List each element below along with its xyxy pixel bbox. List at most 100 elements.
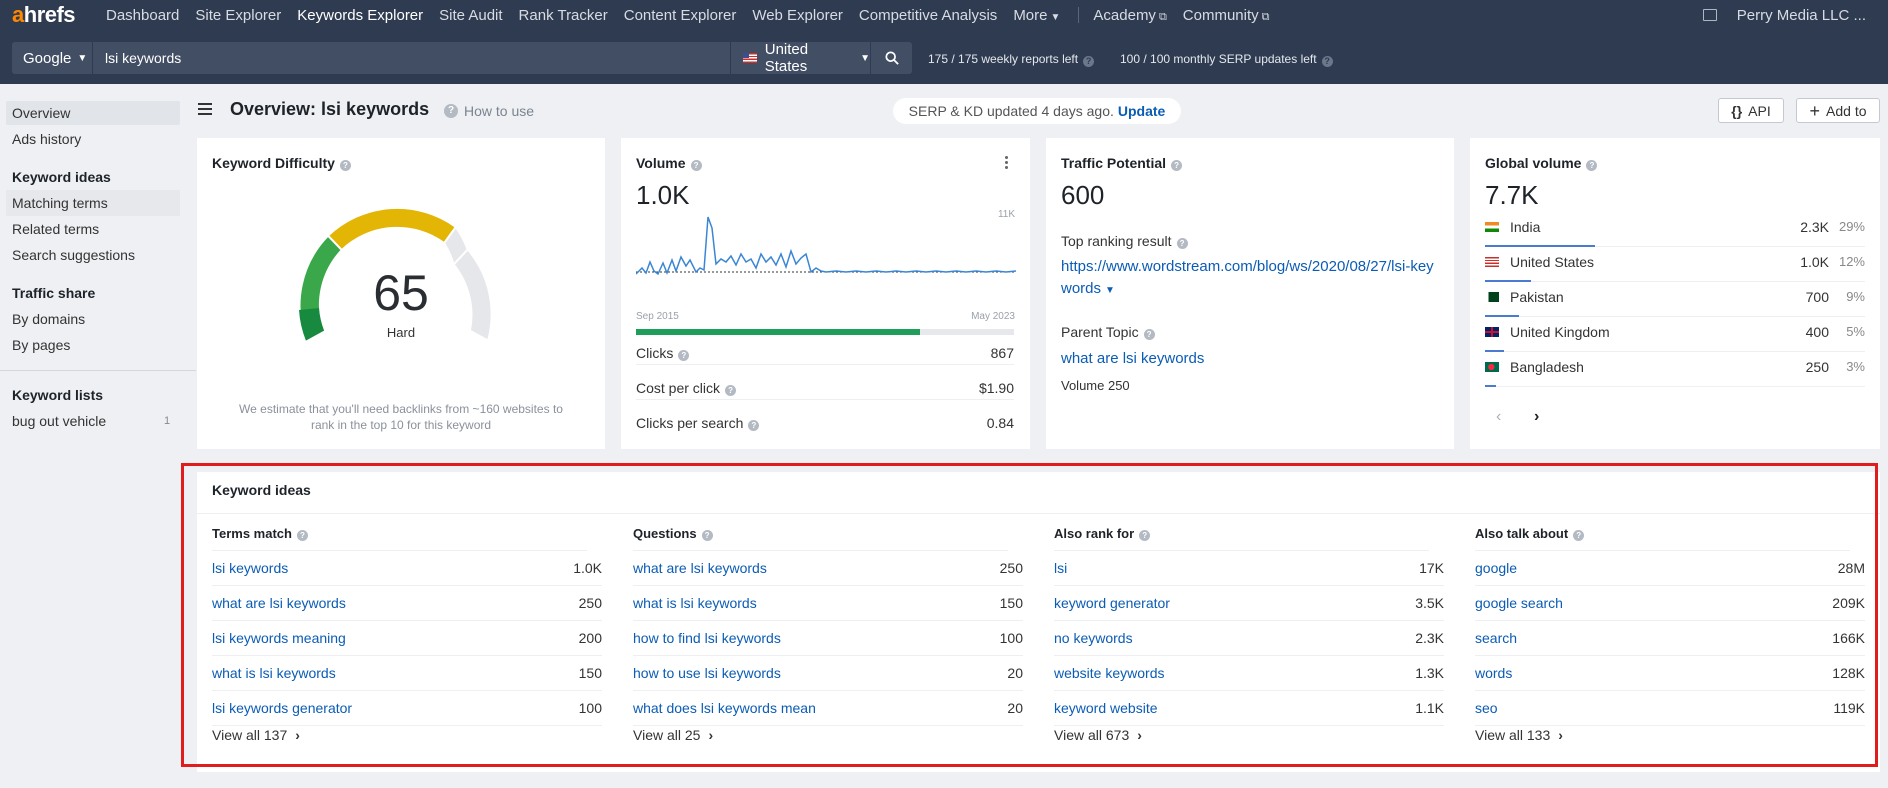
sidebar-item-ads-history[interactable]: Ads history [12,131,82,147]
india-flag-icon [1485,222,1499,232]
account-menu[interactable]: Perry Media LLC ... [1736,6,1866,24]
nav-dashboard[interactable]: Dashboard [106,6,180,24]
help-icon[interactable]: ? [1139,530,1151,541]
help-icon[interactable]: ? [1171,160,1183,171]
traffic-title: Traffic Potential? [1061,155,1183,171]
sidebar-item-by-pages[interactable]: By pages [12,337,71,353]
keyword-link[interactable]: words [1475,665,1513,681]
keyword-link[interactable]: no keywords [1054,630,1133,646]
monitor-icon[interactable] [1702,9,1717,21]
menu-icon[interactable] [198,103,212,115]
keyword-link[interactable]: lsi keywords [212,560,289,576]
help-icon[interactable]: ? [296,530,308,541]
help-icon[interactable]: ? [1176,238,1188,249]
nav-academy[interactable]: Academy ⧉ [1093,7,1166,24]
api-button[interactable]: {} API [1718,98,1784,123]
country-share: 29% [1838,219,1865,234]
keyword-volume: 20 [1007,665,1023,681]
country-row[interactable]: Bangladesh 250 3% [1485,352,1865,387]
ahrefs-logo[interactable]: ahrefs [12,2,76,27]
nav-site-audit[interactable]: Site Audit [439,6,503,24]
next-page-icon[interactable]: › [1534,408,1540,425]
keyword-link[interactable]: lsi keywords generator [212,700,353,716]
nav-community[interactable]: Community ⧉ [1183,7,1270,24]
kd-gauge-green-dark [299,308,325,341]
nav-keywords-explorer[interactable]: Keywords Explorer [297,6,424,24]
keyword-row: lsi keywords meaning 200 [212,621,602,656]
country-row[interactable]: India 2.3K 29% [1485,212,1865,247]
keyword-link[interactable]: what are lsi keywords [633,560,767,576]
view-all-link[interactable]: View all 137 › [212,727,300,743]
keyword-link[interactable]: how to use lsi keywords [633,665,781,681]
kd-gauge [298,208,493,343]
view-all-link[interactable]: View all 25 › [633,727,713,743]
keyword-link[interactable]: keyword website [1054,700,1158,716]
prev-page-icon[interactable]: ‹ [1496,408,1502,425]
keyword-ideas-column: Also talk about? google 28M google search 20… [1460,514,1865,764]
sidebar-item-by-domains[interactable]: By domains [12,311,86,327]
nav-more[interactable]: More ▼ [1013,7,1060,24]
country-row[interactable]: United States 1.0K 12% [1485,247,1865,282]
help-icon[interactable]: ? [1083,56,1095,67]
more-options-icon[interactable] [1005,156,1008,171]
help-icon[interactable]: ? [748,420,760,431]
keyword-link[interactable]: how to find lsi keywords [633,630,781,646]
keyword-link[interactable]: what is lsi keywords [212,665,336,681]
keyword-link[interactable]: lsi keywords meaning [212,630,346,646]
keyword-volume: 1.3K [1415,665,1444,681]
help-icon[interactable]: ? [1586,160,1598,171]
sidebar-item-related-terms[interactable]: Related terms [12,221,100,237]
keyword-link[interactable]: what does lsi keywords mean [633,700,816,716]
chevron-down-icon: ▼ [77,52,88,64]
keyword-ideas-column: Terms match? lsi keywords 1.0K what are lsi… [197,514,602,764]
sidebar-item-search-suggestions[interactable]: Search suggestions [12,247,135,263]
help-icon[interactable]: ? [690,160,702,171]
help-icon[interactable]: ? [339,160,351,171]
help-icon[interactable]: ? [1573,530,1585,541]
keyword-difficulty-card: Keyword Difficulty? 65 Hard We estimate … [197,138,605,449]
parent-topic-link[interactable]: what are lsi keywords [1061,350,1205,367]
help-icon[interactable]: ? [725,384,737,396]
help-icon[interactable]: ? [1321,56,1333,67]
view-all-link[interactable]: View all 133 › [1475,727,1563,743]
how-to-use-link[interactable]: ? How to use [444,103,534,119]
update-link[interactable]: Update [1117,103,1166,119]
keyword-link[interactable]: lsi [1054,560,1068,576]
keyword-link[interactable]: what are lsi keywords [212,595,346,611]
country-row[interactable]: United Kingdom 400 5% [1485,317,1865,352]
help-icon[interactable]: ? [678,349,690,361]
sidebar-item-keyword-list[interactable]: bug out vehicle [12,413,107,429]
column-header-text: Also rank for [1054,526,1135,541]
top-result-link[interactable]: https://www.wordstream.com/blog/ws/2020/… [1061,256,1441,302]
nav-content-explorer[interactable]: Content Explorer [623,6,737,24]
keyword-link[interactable]: search [1475,630,1518,646]
search-bar: Google ▼ lsi keywords United States ▼ 175 … [0,30,1888,84]
nav-competitive-analysis[interactable]: Competitive Analysis [858,6,998,24]
nav-rank-tracker[interactable]: Rank Tracker [518,6,608,24]
help-icon[interactable]: ? [701,530,713,541]
keyword-ideas-column: Also rank for? lsi 17K keyword generator 3.5… [1039,514,1444,764]
keyword-link[interactable]: website keywords [1054,665,1165,681]
country-row[interactable]: Pakistan 700 9% [1485,282,1865,317]
add-to-button[interactable]: + Add to [1796,98,1880,123]
nav-web-explorer[interactable]: Web Explorer [752,6,843,24]
keyword-link[interactable]: keyword generator [1054,595,1170,611]
nav-site-explorer[interactable]: Site Explorer [195,6,282,24]
country-select[interactable]: United States ▼ [731,41,870,75]
view-all-link[interactable]: View all 673 › [1054,727,1142,743]
caret-down-icon[interactable]: ▼ [1105,285,1115,296]
keyword-search-input[interactable]: lsi keywords [93,42,730,74]
country-volume: 2.3K [1800,219,1829,235]
search-button[interactable] [871,42,912,74]
help-icon[interactable]: ? [1143,329,1155,340]
search-engine-select[interactable]: Google ▼ [12,42,92,74]
keyword-link[interactable]: seo [1475,700,1498,716]
keyword-link[interactable]: google search [1475,595,1563,611]
cps-value: 0.84 [986,415,1014,431]
keyword-link[interactable]: what is lsi keywords [633,595,757,611]
sidebar-item-matching-terms[interactable]: Matching terms [6,190,180,216]
keyword-link[interactable]: google [1475,560,1518,576]
cps-row: Clicks per search? 0.84 [636,411,1014,435]
global-volume-card: Global volume? 7.7K India 2.3K 29% United S… [1470,138,1880,449]
sidebar-item-overview[interactable]: Overview [6,101,180,125]
